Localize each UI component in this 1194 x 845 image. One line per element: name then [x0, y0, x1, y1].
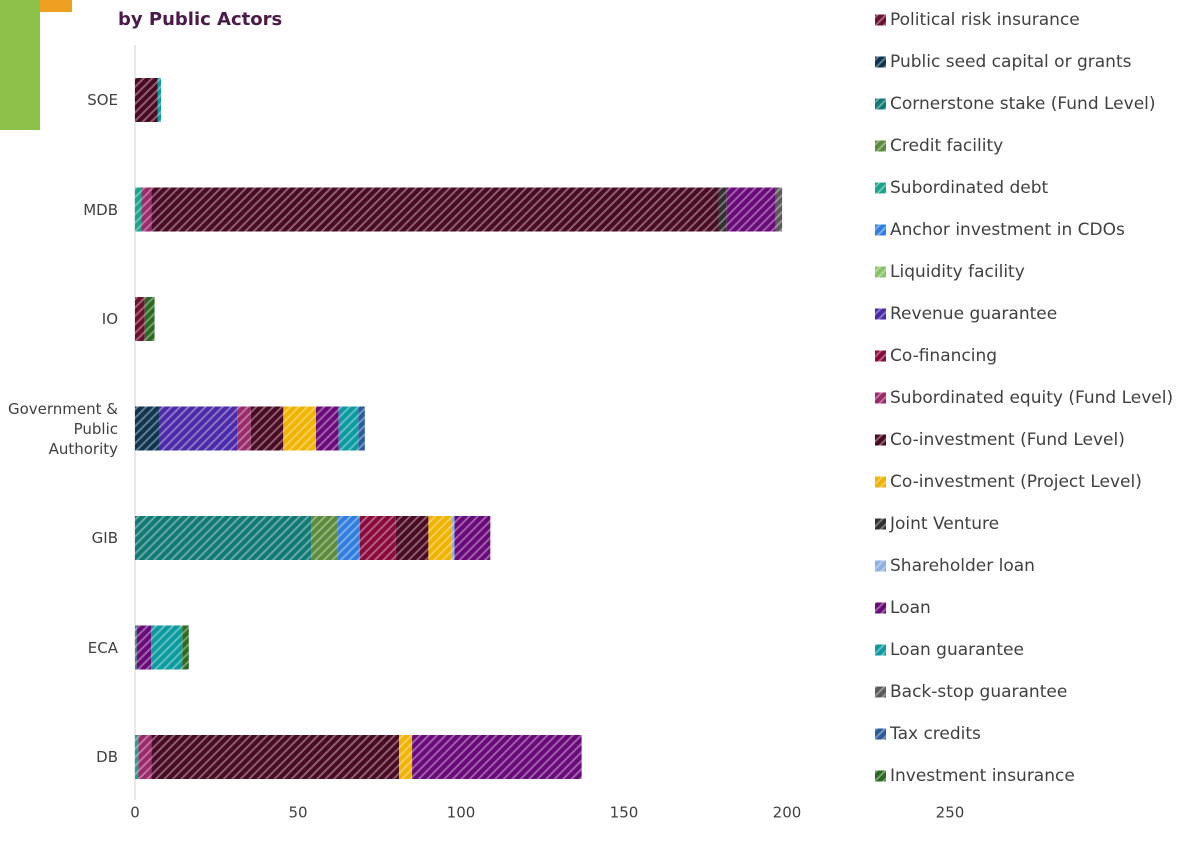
legend-label: Back-stop guarantee: [890, 682, 1067, 702]
bar-segment: [358, 406, 365, 451]
bar-segment: [135, 625, 137, 670]
bar-segment: [718, 187, 727, 232]
bar-segment: [135, 735, 139, 779]
bar-segment: [182, 625, 189, 670]
x-tick-label: 50: [288, 804, 307, 822]
legend-label: Political risk insurance: [890, 10, 1080, 30]
bar-segment: [135, 297, 145, 341]
y-tick-label: Government & Public Authority: [7, 399, 118, 458]
legend-swatch: [875, 224, 886, 236]
bar-segment: [151, 735, 400, 779]
legend-label: Credit facility: [890, 136, 1003, 156]
decoration: [0, 0, 72, 130]
bar-segment: [250, 406, 284, 451]
legend-swatch: [875, 476, 886, 488]
legend-label: Co-investment (Project Level): [890, 472, 1142, 492]
legend-swatch: [875, 14, 886, 26]
bar-segment: [135, 78, 158, 122]
legend-swatch: [875, 602, 886, 614]
bar-segment: [135, 516, 312, 560]
legend-label: Subordinated equity (Fund Level): [890, 388, 1173, 408]
legend-swatch: [875, 350, 886, 362]
bar-segment: [157, 78, 162, 122]
legend-label: Subordinated debt: [890, 178, 1049, 198]
bar-segment: [395, 516, 429, 560]
bar-segment: [151, 625, 183, 670]
legend-swatch: [875, 98, 886, 110]
y-tick-label: DB: [96, 748, 118, 766]
legend-label: Revenue guarantee: [890, 304, 1057, 324]
legend-swatch: [875, 770, 886, 782]
bar-segment: [454, 516, 491, 560]
legend-label: Cornerstone stake (Fund Level): [890, 94, 1156, 114]
y-tick-label: GIB: [91, 529, 118, 547]
legend-swatch: [875, 266, 886, 278]
legend-label: Loan: [890, 598, 931, 618]
legend-swatch: [875, 392, 886, 404]
legend-swatch: [875, 518, 886, 530]
bar-segment: [428, 516, 452, 560]
bar-segment: [315, 406, 339, 451]
bar-segment: [283, 406, 316, 451]
legend-swatch: [875, 644, 886, 656]
x-tick-label: 100: [447, 804, 476, 822]
legend-label: Loan guarantee: [890, 640, 1024, 660]
bar-segment: [135, 187, 142, 232]
legend-label: Co-financing: [890, 346, 997, 366]
bar-segment: [138, 735, 152, 779]
legend-swatch: [875, 140, 886, 152]
legend-label: Anchor investment in CDOs: [890, 220, 1125, 240]
legend-label: Joint Venture: [889, 514, 999, 534]
y-tick-label: IO: [101, 310, 118, 328]
bar-segment: [311, 516, 338, 560]
legend-swatch: [875, 434, 886, 446]
bar-segment: [775, 187, 783, 232]
legend-swatch: [875, 56, 886, 68]
y-tick-label: MDB: [83, 200, 118, 219]
x-tick-label: 0: [130, 804, 140, 822]
x-tick-label: 200: [773, 804, 802, 822]
legend-swatch: [875, 686, 886, 698]
bar-segment: [338, 406, 359, 451]
bar-segment: [159, 406, 238, 451]
legend-label: Shareholder loan: [890, 556, 1035, 576]
bar-segment: [151, 187, 719, 232]
legend-label: Investment insurance: [890, 766, 1075, 786]
bar-segment: [144, 297, 155, 341]
bar-segment: [237, 406, 251, 451]
decoration: [40, 0, 72, 12]
bar-segment: [135, 406, 160, 451]
legend-label: Public seed capital or grants: [890, 52, 1132, 72]
bar-segment: [359, 516, 396, 560]
legend-label: Tax credits: [889, 724, 981, 744]
legend-label: Liquidity facility: [890, 262, 1025, 282]
bar-segment: [726, 187, 776, 232]
bar-segment: [337, 516, 360, 560]
legend-swatch: [875, 728, 886, 740]
y-tick-label: SOE: [87, 91, 118, 109]
legend-swatch: [875, 560, 886, 572]
legend-label: Co-investment (Fund Level): [890, 430, 1125, 450]
legend-swatch: [875, 308, 886, 320]
chart-title: by Public Actors: [118, 9, 282, 30]
bar-segment: [136, 625, 152, 670]
bar-segment: [399, 735, 413, 779]
x-tick-label: 250: [936, 804, 965, 822]
y-tick-label: ECA: [87, 638, 118, 657]
bar-segment: [451, 516, 455, 560]
bar-segment: [141, 187, 152, 232]
legend-swatch: [875, 182, 886, 194]
bar-segment: [412, 735, 582, 779]
x-tick-label: 150: [610, 804, 639, 822]
